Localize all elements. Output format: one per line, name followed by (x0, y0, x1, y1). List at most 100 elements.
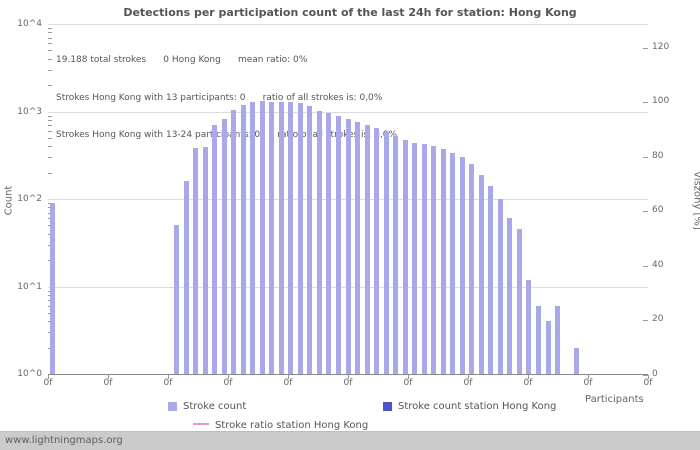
stroke-count-bar (307, 106, 313, 374)
percent-tick-label: 100 (652, 96, 670, 107)
y-tick-label: 10^3 (17, 106, 42, 117)
x-tick-label: 0f (463, 378, 473, 388)
stroke-count-bar (50, 203, 56, 374)
x-tick-label: 0f (43, 378, 53, 388)
annotation-line-totals: 19.188 total strokes 0 Hong Kong mean ra… (56, 55, 308, 65)
x-tick (168, 375, 169, 379)
legend-stroke-count-station: Stroke count station Hong Kong (383, 401, 556, 413)
stroke-count-bar (259, 100, 265, 374)
percent-tick-label: 120 (652, 41, 670, 52)
footer-bar: www.lightningmaps.org (0, 431, 700, 450)
x-tick (108, 375, 109, 379)
stroke-count-swatch-icon (168, 402, 177, 411)
stroke-count-bar (297, 103, 303, 374)
legend-label: Stroke count (183, 401, 247, 412)
log-minor-tick (48, 115, 52, 117)
stroke-count-bar (364, 125, 370, 374)
chart-title: Detections per participation count of th… (123, 6, 577, 19)
y-tick-label: 10^1 (17, 281, 42, 292)
x-tick-label: 0f (583, 378, 593, 388)
log-minor-tick (48, 157, 52, 159)
stroke-count-bar (459, 157, 465, 374)
log-minor-tick (48, 212, 52, 214)
x-tick (468, 375, 469, 379)
stroke-count-bar (250, 102, 256, 374)
percent-tick-label: 20 (652, 314, 664, 325)
stroke-count-bar (421, 144, 427, 374)
log-minor-tick (48, 244, 52, 246)
log-minor-tick (48, 305, 52, 307)
log-minor-tick (48, 28, 52, 30)
percent-tick (643, 47, 648, 49)
x-tick-label: 0f (223, 378, 233, 388)
x-tick-label: 0f (163, 378, 173, 388)
left-axis-ticks: 10^0 10^1 10^2 10^3 10^4 (0, 0, 46, 450)
stroke-count-bar (355, 121, 361, 374)
log-minor-tick (48, 119, 52, 121)
annotation-line-13: Strokes Hong Kong with 13 participants: … (56, 92, 383, 103)
percent-tick (643, 320, 648, 322)
legend-stroke-count: Stroke count (168, 401, 246, 413)
log-minor-tick (48, 37, 52, 39)
stroke-count-bar (345, 118, 351, 374)
stroke-count-bar (193, 148, 199, 374)
log-minor-tick (48, 332, 52, 334)
x-tick-label: 0f (643, 378, 653, 388)
percent-tick-label: 0 (652, 369, 658, 379)
ratio-line-swatch-icon (193, 423, 209, 425)
log-minor-tick (48, 312, 52, 314)
x-tick-label: 0f (343, 378, 353, 388)
log-minor-tick (48, 347, 52, 349)
log-minor-tick (48, 290, 52, 292)
stroke-count-bar (469, 164, 475, 374)
log-minor-tick (48, 50, 52, 52)
stroke-count-bar (202, 147, 208, 374)
stroke-count-bar (478, 174, 484, 374)
percent-tick-label: 40 (652, 259, 664, 270)
log-minor-tick (48, 294, 52, 296)
stroke-count-bar (412, 142, 418, 374)
x-tick (48, 375, 49, 379)
legend-label: Stroke ratio station Hong Kong (215, 420, 369, 431)
gridline (48, 24, 648, 25)
percent-tick (643, 211, 648, 213)
stroke-count-bar (497, 199, 503, 374)
stroke-count-bar (335, 115, 341, 374)
y-axis-label-ratio: Viszony [%] (691, 171, 700, 230)
log-minor-tick (48, 203, 52, 205)
stroke-count-bar (555, 305, 561, 374)
stroke-count-bar (183, 181, 189, 374)
stroke-count-bar (526, 279, 532, 374)
gridline (48, 111, 648, 113)
stroke-count-bar (507, 218, 513, 374)
log-minor-tick (48, 137, 52, 139)
percent-tick-label: 80 (652, 150, 664, 161)
stroke-count-bar (516, 229, 522, 374)
stroke-count-bar (212, 125, 218, 374)
stroke-count-bar (231, 109, 237, 374)
x-axis-ticks: 0f 0f 0f 0f 0f 0f 0f 0f 0f 0f 0f (0, 378, 700, 390)
x-tick (348, 375, 349, 379)
y-tick-label: 10^2 (17, 194, 42, 204)
stroke-count-bar (488, 186, 494, 374)
stroke-count-bar (393, 136, 399, 374)
percent-tick (643, 102, 648, 104)
x-tick (528, 375, 529, 379)
log-minor-tick (48, 172, 52, 174)
log-minor-tick (48, 146, 52, 148)
stroke-count-bar (574, 347, 580, 374)
log-minor-tick (48, 233, 52, 235)
stroke-count-bar (535, 305, 541, 374)
percent-tick (643, 156, 648, 158)
stroke-count-bar (402, 140, 408, 374)
x-tick-label: 0f (283, 378, 293, 388)
log-minor-tick (48, 43, 52, 45)
stroke-count-bar (174, 225, 180, 374)
stroke-count-bar (221, 119, 227, 374)
stroke-count-bar (326, 113, 332, 374)
plot-area: 19.188 total strokes 0 Hong Kong mean ra… (48, 24, 649, 379)
x-tick-label: 0f (103, 378, 113, 388)
website-link: www.lightningmaps.org (5, 435, 123, 446)
log-minor-tick (48, 69, 52, 71)
y-tick-label: 10^4 (17, 19, 42, 29)
